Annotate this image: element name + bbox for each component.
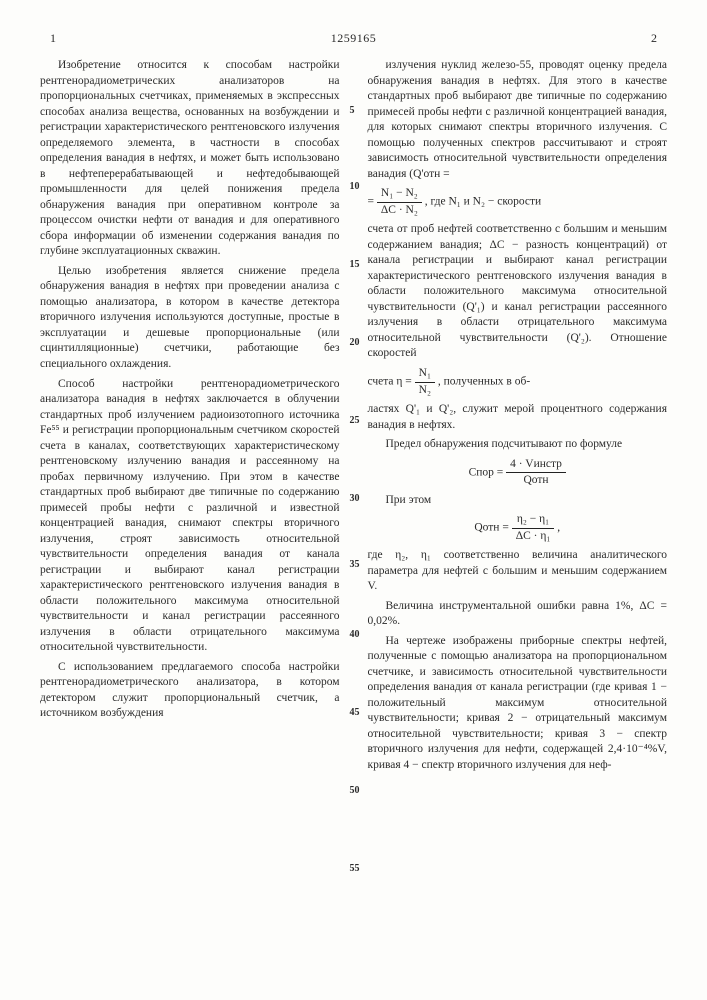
paragraph: На чертеже изображены приборные спектры … [368,634,668,774]
paragraph: С использованием предлагаемого способа н… [40,660,340,722]
line-number: 50 [350,784,360,798]
denominator: ΔC · η₁ [512,529,555,545]
numerator: η₂ − η₁ [512,512,555,529]
paragraph: Изобретение относится к способам настрой… [40,58,340,260]
fraction: N₁ N₂ [415,366,435,398]
page-num-left: 1 [50,30,56,46]
paragraph: Целью изобретения является снижение пред… [40,264,340,373]
formula-lhs: Cпор = [469,466,504,478]
line-number: 55 [350,862,360,876]
fraction: 4 · Vинстр Qотн [506,457,566,489]
line-number: 25 [350,414,360,428]
document-number: 1259165 [331,30,377,46]
text-span: счета η = [368,376,415,388]
paragraph: ластях Q'₁ и Q'₂, служит мерой процентно… [368,402,668,433]
left-column: Изобретение относится к способам настрой… [40,58,340,777]
fraction: N₁ − N₂ ΔC · N₂ [377,186,422,218]
line-number: 5 [350,104,355,118]
paragraph-inline-formula: счета η = N₁ N₂ , полученных в об- [368,366,668,398]
denominator: ΔC · N₂ [377,203,422,219]
denominator: Qотн [506,473,566,489]
line-number: 15 [350,258,360,272]
numerator: N₁ − N₂ [377,186,422,203]
denominator: N₂ [415,383,435,399]
text-columns: Изобретение относится к способам настрой… [40,58,667,777]
paragraph: При этом [368,493,668,509]
line-number: 45 [350,706,360,720]
formula-lhs: Qотн = [474,522,508,534]
formula-rhs: , где N₁ и N₂ − скорости [425,196,541,208]
formula-cpor: Cпор = 4 · Vинстр Qотн [368,457,668,489]
numerator: N₁ [415,366,435,383]
formula-qotn: = N₁ − N₂ ΔC · N₂ , где N₁ и N₂ − скорос… [368,186,668,218]
fraction: η₂ − η₁ ΔC · η₁ [512,512,555,544]
line-number: 35 [350,558,360,572]
paragraph: Способ настройки рентгенорадиометрическо… [40,377,340,656]
page-header: 1 1259165 2 [40,30,667,46]
paragraph: Величина инструментальной ошибки равна 1… [368,599,668,630]
line-number: 10 [350,180,360,194]
line-number: 30 [350,492,360,506]
paragraph: излучения нуклид железо-55, проводят оце… [368,58,668,182]
paragraph: где η₂, η₁ соответственно величина анали… [368,548,668,595]
text-span: , полученных в об- [438,376,530,388]
formula-qotn2: Qотн = η₂ − η₁ ΔC · η₁ , [368,512,668,544]
line-number: 40 [350,628,360,642]
paragraph: Предел обнаружения подсчитывают по форму… [368,437,668,453]
formula-rhs: , [557,522,560,534]
line-number: 20 [350,336,360,350]
numerator: 4 · Vинстр [506,457,566,474]
right-column: 5 10 15 20 25 30 35 40 45 50 55 излучени… [368,58,668,777]
page-num-right: 2 [651,30,657,46]
paragraph: счета от проб нефтей соответственно с бо… [368,222,668,362]
formula-lhs: = [368,196,375,208]
